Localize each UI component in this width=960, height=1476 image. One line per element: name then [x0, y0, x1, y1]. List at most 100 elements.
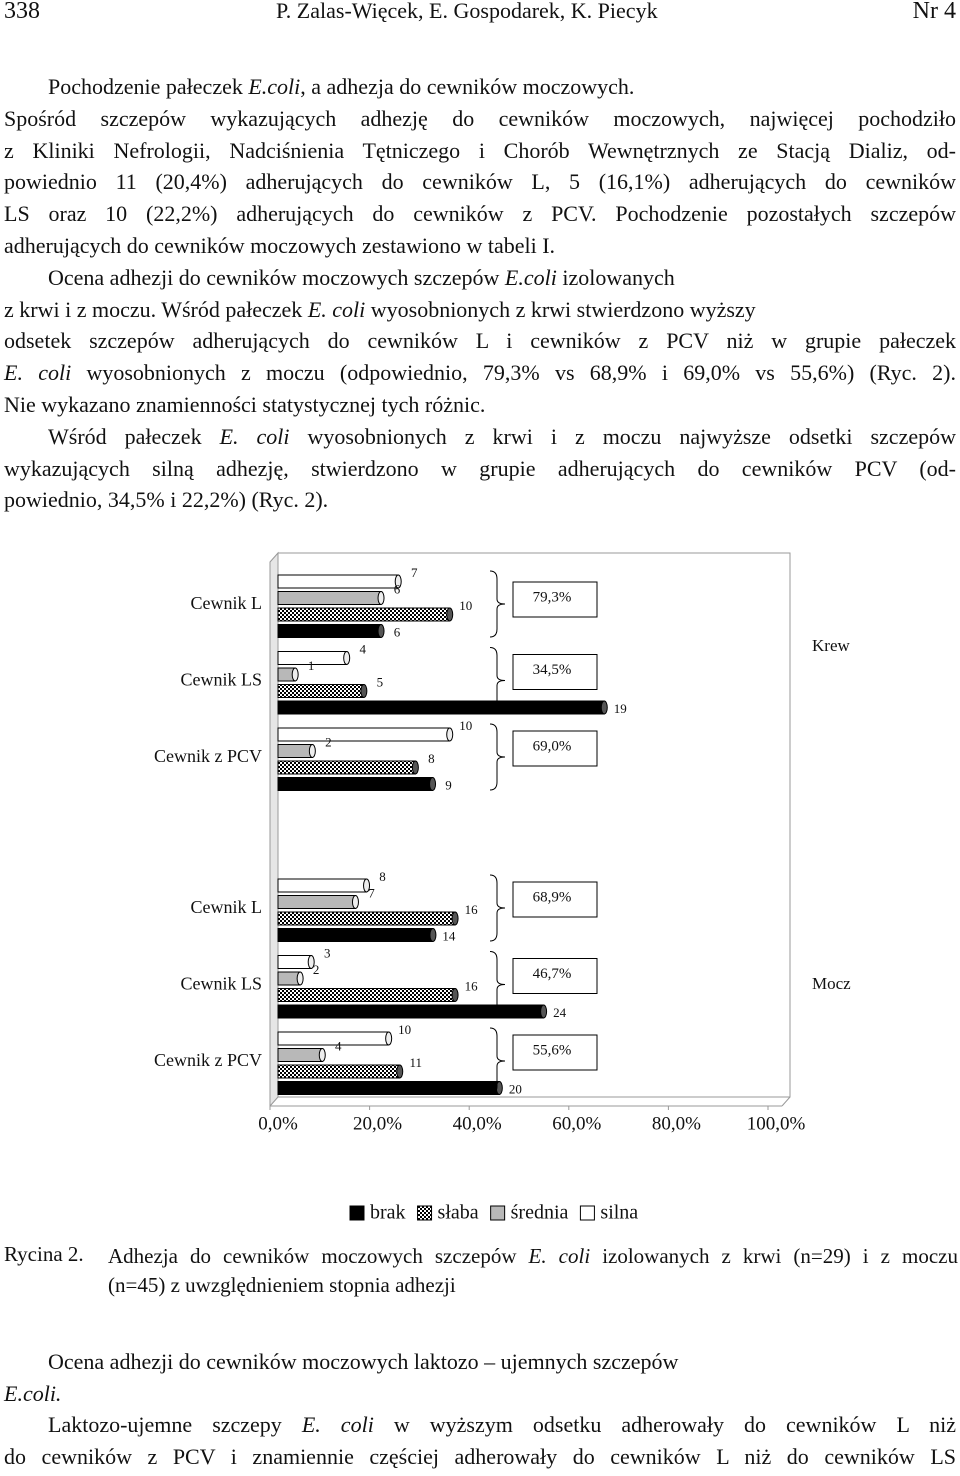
bar-cap	[429, 928, 437, 942]
data-label: 7	[411, 565, 418, 580]
text: Adhezja do cewników moczowych szczepów	[108, 1244, 529, 1268]
data-label: 10	[459, 598, 472, 613]
text-line: powiednio 11 (20,4%) adherujących do cew…	[4, 168, 956, 196]
line-content: do cewników z PCV i znamiennie częściej …	[4, 1444, 956, 1469]
line-content: LS oraz 10 (22,2%) adherujących do cewni…	[4, 201, 956, 226]
text: LS oraz 10 (22,2%) adherujących do cewni…	[4, 201, 956, 227]
bar-cap	[360, 684, 368, 698]
annotation-box	[512, 730, 598, 767]
bar-cap	[396, 1064, 404, 1079]
bar	[277, 1004, 545, 1019]
text-line: z Kliniki Nefrologii, Nadciśnienia Tętni…	[4, 137, 956, 165]
bar	[277, 591, 382, 605]
bar-cap	[363, 878, 371, 893]
legend-swatch	[349, 1205, 365, 1221]
bar	[277, 988, 456, 1002]
line-content: z krwi i z moczu. Wśród pałeczek E. coli…	[4, 297, 756, 322]
page-number: 338	[4, 0, 40, 24]
x-tick-label: 80,0%	[652, 1113, 701, 1134]
bar	[277, 574, 399, 589]
data-label: 5	[377, 674, 384, 689]
text-line: Nie wykazano znamienności statystycznej …	[4, 391, 485, 419]
brace	[489, 723, 506, 791]
data-label: 2	[313, 962, 320, 977]
line-content: Adhezja do cewników moczowych szczepów E…	[108, 1244, 958, 1268]
bar	[277, 895, 356, 909]
text: Ocena adhezji do cewników moczowych szcz…	[48, 264, 505, 290]
bar	[277, 727, 451, 742]
annotation: 69,0%	[533, 738, 572, 754]
group-label: Krew	[812, 636, 850, 655]
text-line: Wśród pałeczek E. coli wyosobnionych z k…	[48, 423, 956, 451]
text: Ocena adhezji do cewników moczowych lakt…	[48, 1349, 679, 1374]
category-label: Cewnik L	[191, 593, 263, 613]
brace	[489, 647, 506, 714]
annotation-box	[512, 881, 598, 918]
data-label: 8	[379, 869, 386, 884]
text-line: powiednio, 34,5% i 22,2%) (Ryc. 2).	[4, 486, 328, 514]
annotation-box	[512, 958, 598, 994]
group-label: Mocz	[812, 974, 851, 993]
bar-cap	[451, 988, 459, 1002]
bar	[277, 777, 434, 791]
line-content: powiednio 11 (20,4%) adherujących do cew…	[4, 169, 956, 194]
italic-text: E. coli	[528, 1244, 591, 1268]
chart-wall	[269, 551, 279, 1108]
italic-text: E.coli	[248, 74, 301, 99]
x-tick-label: 40,0%	[453, 1113, 502, 1134]
annotation: 55,6%	[533, 1042, 572, 1058]
text-line: Laktozo-ujemne szczepy E. coli w wyższym…	[48, 1411, 956, 1439]
text: powiednio, 34,5% i 22,2%) (Ryc. 2).	[4, 487, 329, 513]
text: adherujących do cewników moczowych zesta…	[4, 233, 556, 258]
text: Nie wykazano znamienności statystycznej …	[4, 392, 486, 417]
italic-text: E. coli	[307, 296, 366, 322]
data-label: 11	[409, 1055, 422, 1070]
legend-label: średnia	[511, 1202, 569, 1224]
line-content: Nie wykazano znamienności statystycznej …	[4, 392, 485, 417]
category-label: Cewnik z PCV	[154, 746, 262, 766]
line-content: Wśród pałeczek E. coli wyosobnionych z k…	[48, 424, 956, 449]
line-content: E. coli wyosobnionych z moczu (odpowiedn…	[4, 360, 956, 385]
text: Pochodzenie pałeczek	[48, 74, 249, 99]
running-head: P. Zalas-Więcek, E. Gospodarek, K. Piecy…	[276, 0, 658, 23]
text: do cewników z PCV i znamiennie częściej …	[4, 1444, 956, 1470]
text: wykazujących silną adhezję, stwierdzono …	[4, 455, 956, 481]
bar-cap	[540, 1004, 548, 1019]
bar	[277, 1031, 390, 1046]
line-content: (n=45) z uwzględnieniem stopnia adhezji	[108, 1273, 456, 1297]
text: z krwi i z moczu. Wśród pałeczek	[4, 296, 308, 322]
line-content: Laktozo-ujemne szczepy E. coli w wyższym…	[48, 1412, 956, 1437]
bar-cap	[495, 1081, 503, 1095]
text: odsetek szczepów adherujących do cewnikó…	[4, 328, 956, 354]
line-content: Ocena adhezji do cewników moczowych lakt…	[48, 1349, 678, 1374]
text: wyosobnionych z krwi stwierdzono wyższy	[365, 296, 756, 322]
line-content: odsetek szczepów adherujących do cewnikó…	[4, 328, 956, 353]
data-label: 8	[428, 751, 435, 766]
bar-cap	[600, 700, 608, 715]
text-line: E.coli.	[4, 1380, 61, 1408]
text-line: Adhezja do cewników moczowych szczepów E…	[108, 1242, 958, 1270]
line-content: Pochodzenie pałeczek E.coli, a adhezja d…	[48, 74, 634, 99]
text: izolowanych	[556, 264, 675, 290]
data-label: 16	[465, 978, 479, 993]
legend-swatch	[579, 1205, 595, 1221]
data-label: 6	[394, 581, 401, 596]
legend-label: brak	[370, 1202, 406, 1224]
brace	[489, 874, 506, 942]
text-line: Ocena adhezji do cewników moczowych lakt…	[48, 1348, 678, 1376]
bar-cap	[394, 574, 402, 589]
data-label: 9	[445, 777, 452, 792]
data-label: 24	[553, 1005, 567, 1020]
line-content: adherujących do cewników moczowych zesta…	[4, 233, 555, 258]
bar	[277, 744, 313, 758]
bar-cap	[377, 624, 385, 638]
text-line: wykazujących silną adhezję, stwierdzono …	[4, 455, 956, 483]
legend-label: silna	[600, 1202, 638, 1224]
text-line: do cewników z PCV i znamiennie częściej …	[4, 1443, 956, 1471]
category-label: Cewnik z PCV	[154, 1050, 262, 1070]
category-label: Cewnik LS	[180, 974, 262, 994]
data-label: 4	[335, 1038, 342, 1053]
annotation-box	[512, 1034, 598, 1071]
